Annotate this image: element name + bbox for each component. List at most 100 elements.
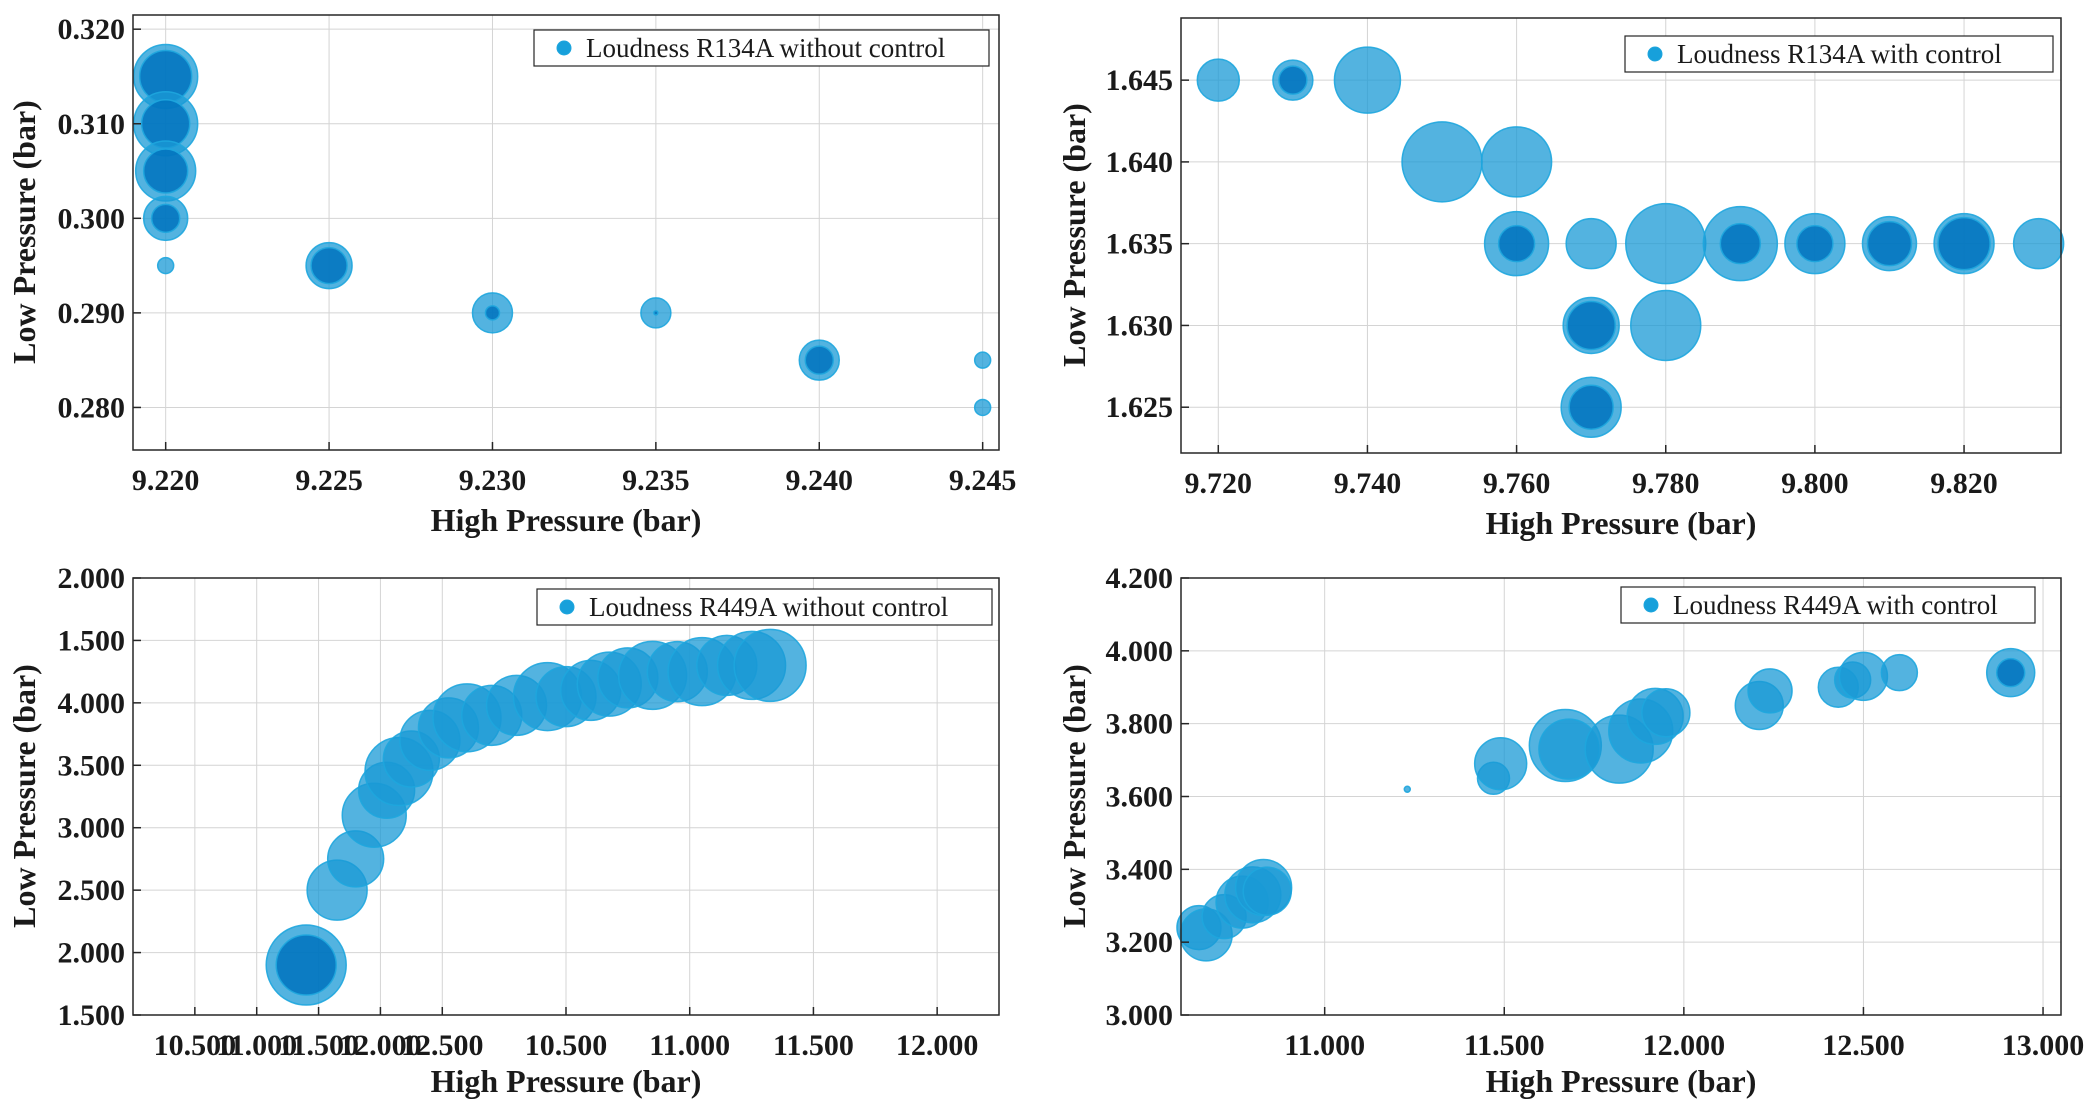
x-tick-label: 9.240 [786,464,854,497]
x-tick-label: 11.500 [278,1029,359,1062]
x-axis-label: High Pressure (bar) [431,1063,702,1099]
x-tick-label: 12.000 [1643,1029,1726,1062]
data-point [156,256,175,275]
legend-label: Loudness R449A without control [589,592,948,622]
data-point [1937,216,1991,271]
data-point [973,398,992,417]
data-point [1566,300,1616,351]
x-tick-label: 9.720 [1185,467,1253,500]
x-tick-label: 9.230 [459,464,527,497]
y-axis-label: Low Pressure (bar) [6,100,42,364]
x-tick-label: 11.000 [1284,1029,1365,1062]
x-tick-label: 12.500 [1822,1029,1905,1062]
data-point [1747,668,1793,714]
data-point [1480,126,1553,198]
data-point [275,934,337,996]
data-point [1629,289,1702,362]
data-point [1196,58,1241,102]
data-point [142,148,189,194]
x-tick-label: 11.500 [1464,1029,1545,1062]
x-tick-label: 9.235 [622,464,690,497]
x-tick-label: 9.800 [1781,467,1849,500]
plot-area: 9.720 9.740 9.760 9.780 9.800 9.820 1.645 1.640… [1106,17,2065,500]
x-tick-label: 9.820 [1930,467,1998,500]
y-tick-label: 2.000 [58,562,126,595]
x-axis-label: High Pressure (bar) [1486,1063,1757,1099]
chart-panel-r134a-with-control: 9.720 9.740 9.760 9.780 9.800 9.820 1.645 1.640… [1056,17,2065,541]
legend-label: Loudness R134A with control [1677,39,2002,69]
y-tick-label: 3.200 [1106,926,1174,959]
y-tick-label: 1.630 [1106,309,1174,342]
y-tick-label: 0.280 [58,391,126,424]
data-point [804,345,835,375]
data-point [733,628,807,703]
data-point [484,305,501,321]
x-tick-label: 9.780 [1632,467,1700,500]
data-point [150,203,181,234]
x-tick-label: 12.000 [339,1029,422,1062]
y-tick-label: 3.400 [1106,853,1174,886]
legend-marker [1647,46,1663,62]
chart-panel-r449a-with-control: 11.000 11.500 12.000 12.500 13.000 4.200 4.000… [1056,562,2084,1099]
data-point [1401,121,1483,203]
data-point [1473,736,1528,791]
legend: Loudness R449A with control [1620,586,2036,624]
data-point [1796,224,1834,263]
y-tick-label: 4.000 [58,687,126,720]
y-tick-label: 3.000 [58,812,126,845]
legend: Loudness R134A with control [1624,35,2054,73]
x-tick-label: 11.000 [649,1029,730,1062]
data-point [1568,384,1614,430]
data-point [1403,785,1412,793]
x-tick-label: 12.500 [401,1029,484,1062]
legend-box [533,29,990,67]
data-point [973,351,992,369]
legend-marker [559,599,575,615]
data-point [1880,653,1919,692]
plot-background [133,15,999,450]
legend: Loudness R449A without control [536,588,993,626]
y-tick-label: 3.600 [1106,781,1174,814]
y-tick-label: 1.640 [1106,146,1174,179]
data-point [1497,224,1536,263]
y-tick-label: 3.500 [58,749,126,782]
y-tick-label: 0.320 [58,13,126,46]
y-axis-label: Low Pressure (bar) [1056,664,1092,928]
y-tick-label: 1.645 [1106,64,1174,97]
x-tick-label: 9.740 [1334,467,1402,500]
data-point [2012,217,2065,270]
y-tick-label: 1.500 [58,999,126,1032]
plot-area: 11.000 11.500 12.000 12.500 13.000 4.200 4.000… [1106,562,2085,1062]
y-tick-label: 0.300 [58,202,126,235]
data-point [1995,657,2026,688]
y-axis-label: Low Pressure (bar) [1056,103,1092,367]
legend-box [1624,35,2054,73]
x-tick-label: 9.220 [132,464,200,497]
data-point [1624,202,1707,285]
y-tick-label: 1.635 [1106,228,1174,261]
legend-marker [556,40,572,56]
data-point [310,246,348,285]
legend-label: Loudness R449A with control [1673,590,1998,620]
plot-frame [132,14,1000,451]
y-tick-label: 4.200 [1106,562,1174,595]
x-tick-label: 9.225 [295,464,363,497]
x-axis-label: High Pressure (bar) [1486,505,1757,541]
y-tick-label: 4.000 [1106,635,1174,668]
data-point [1565,217,1617,270]
data-point [1866,220,1913,267]
x-tick-label: 9.245 [949,464,1017,497]
data-point [1278,65,1308,95]
data-point [1242,866,1292,916]
legend-marker [1643,597,1659,613]
data-point [1641,687,1691,738]
data-point [1333,46,1402,114]
y-tick-label: 2.000 [58,937,126,970]
x-tick-label: 11.000 [216,1029,297,1062]
x-tick-label: 9.760 [1483,467,1551,500]
y-tick-label: 0.310 [58,108,126,141]
plot-area: 9.220 9.225 9.230 9.235 9.240 9.245 0.320 0.310… [58,13,1017,497]
data-point [653,310,659,316]
